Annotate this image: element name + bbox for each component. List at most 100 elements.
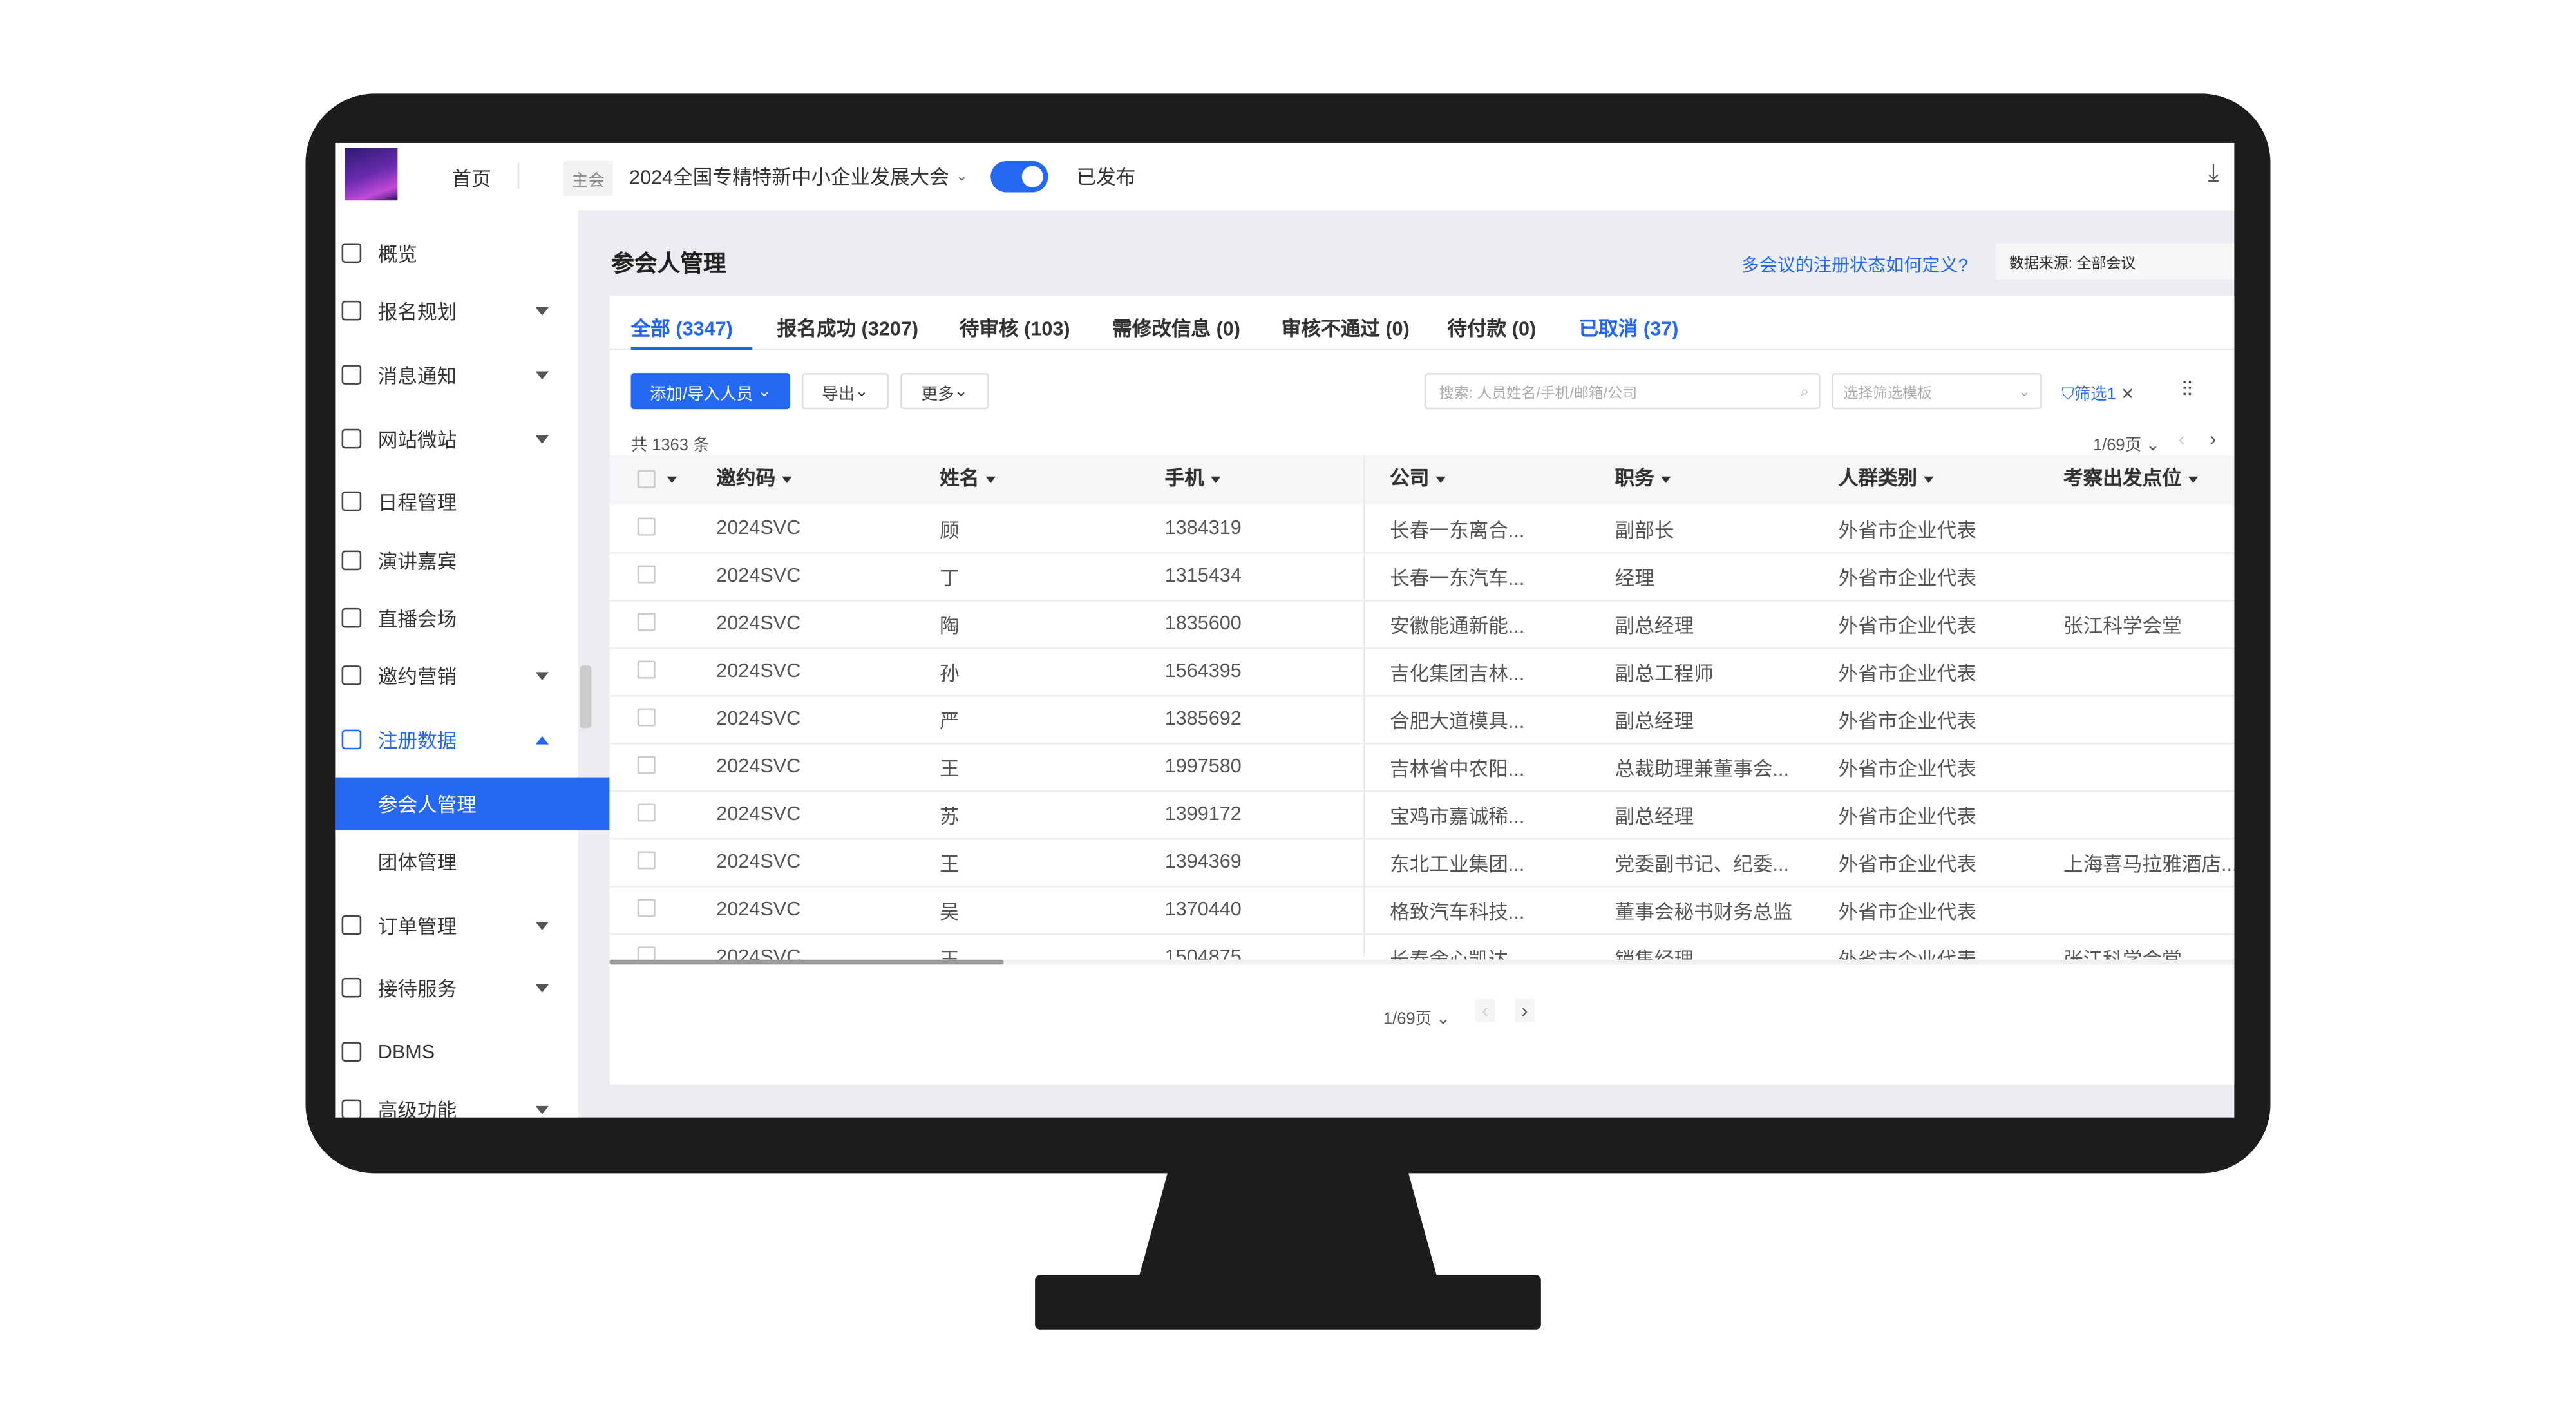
select-all-checkbox[interactable] [637,470,656,488]
table-cell: 1399172 [1164,801,1242,825]
table-cell: 2024SVC [716,611,801,635]
chevron-down-icon[interactable] [535,306,549,315]
horizontal-scrollbar[interactable] [609,959,2235,965]
sidebar-item[interactable]: DBMS [335,1027,578,1076]
row-checkbox[interactable] [637,899,656,917]
column-header[interactable]: 姓名 [940,463,996,491]
sidebar-item-label: 网站微站 [377,428,457,452]
sidebar-item[interactable]: 参会人管理 [335,777,621,830]
event-title-row: 2024全国专精特新中小企业发展大会 ⌄ 已发布 [629,143,1135,211]
table-cell: 外省市企业代表 [1838,567,1976,590]
table-cell: 王 [940,945,960,960]
export-button[interactable]: 导出 ⌄ [801,373,889,410]
page-select[interactable]: 1/69页 ⌄ [2092,437,2160,455]
tab[interactable]: 待审核 (103) [959,317,1070,341]
help-link[interactable]: 多会议的注册状态如何定义? [1741,256,1969,276]
footer-prev-page-icon[interactable]: ‹ [1475,999,1495,1022]
monitor-stand [1138,1170,1438,1279]
filter-button[interactable]: ⛉筛选1 ✕ [2061,386,2135,405]
row-checkbox[interactable] [637,708,656,727]
column-header[interactable]: 人群类别 [1839,463,1934,491]
column-header[interactable]: 公司 [1390,463,1446,491]
table-row[interactable]: 2024SVC 顾 1384319 长春一东离合... 副部长 外省市企业代表 [609,504,2235,554]
table-row[interactable]: 2024SVC 孙 1564395 吉化集团吉林... 副总工程师 外省市企业代表 [609,647,2235,697]
more-button[interactable]: 更多 ⌄ [900,373,989,410]
sidebar-item[interactable]: 团体管理 [335,836,621,886]
chevron-down-icon[interactable] [535,671,549,680]
prev-page-icon[interactable]: ‹ [2178,427,2185,450]
chevron-down-icon[interactable] [535,370,549,379]
chevron-down-icon[interactable] [535,983,549,992]
sidebar-item[interactable]: 接待服务 [335,963,578,1013]
sort-caret-icon [985,476,996,483]
table-cell: 孙 [940,662,960,685]
row-checkbox[interactable] [637,660,656,679]
sidebar-item[interactable]: 高级功能 [335,1085,578,1118]
footer-next-page-icon[interactable]: › [1515,999,1535,1022]
row-checkbox[interactable] [637,517,656,536]
tab[interactable]: 待付款 (0) [1447,317,1537,341]
data-source-select[interactable]: 数据来源: 全部会议 [1996,243,2235,280]
tab[interactable]: 审核不通过 (0) [1281,317,1410,341]
select-menu-icon[interactable] [667,476,677,483]
chevron-down-icon[interactable]: ⌄ [955,167,969,184]
row-checkbox[interactable] [637,565,656,584]
sidebar-item[interactable]: 注册数据 [335,715,578,765]
sidebar-item[interactable]: 报名规划 [335,286,578,336]
column-header[interactable]: 职务 [1615,463,1671,491]
next-page-icon[interactable]: › [2210,427,2217,450]
table-row[interactable]: 2024SVC 王 1504875 长春舍心凯达... 销售经理 外省市企业代表 张江科学会… [609,933,2234,960]
table-cell: 1394369 [1164,849,1242,873]
row-checkbox[interactable] [637,613,656,631]
event-selector[interactable]: 2024全国专精特新中小企业发展大会 [629,166,949,189]
row-checkbox[interactable] [637,851,656,870]
home-link[interactable]: 首页 [451,167,491,191]
sidebar-item[interactable]: 消息通知 [335,350,578,399]
event-logo[interactable] [345,148,398,201]
search-input[interactable]: 搜索: 人员姓名/手机/邮箱/公司 ⌕ [1424,373,1821,410]
table-row[interactable]: 2024SVC 吴 1370440 格致汽车科技... 董事会秘书财务总监 外省市企业代表 [609,886,2235,935]
sidebar-collapse-handle[interactable] [580,665,592,729]
row-checkbox[interactable] [637,946,656,960]
table-row[interactable]: 2024SVC 陶 1835600 安徽能通新能... 副总经理 外省市企业代表 张江科学会… [609,600,2235,649]
sidebar-item[interactable]: 直播会场 [335,593,578,643]
filter-template-select[interactable]: 选择筛选模板 ⌄ [1832,373,2042,410]
overview-icon [341,243,362,263]
tab[interactable]: 已取消 (37) [1578,317,1679,341]
data-source-label: 数据来源: [2009,254,2073,271]
chevron-up-icon[interactable] [535,735,549,744]
row-checkbox[interactable] [637,803,656,822]
publish-toggle[interactable] [990,160,1049,193]
download-icon[interactable]: ⤓ [2208,159,2219,187]
sidebar-item[interactable]: 网站微站 [335,414,578,464]
column-header[interactable]: 邀约码 [716,463,792,491]
table-cell: 外省市企业代表 [1838,710,1976,733]
sidebar-item[interactable]: 日程管理 [335,477,578,526]
table-cell: 格致汽车科技... [1390,900,1525,924]
search-icon: ⌕ [1800,382,1809,399]
chevron-down-icon[interactable] [535,434,549,443]
table-cell: 吉林省中农阳... [1390,758,1525,781]
table-row[interactable]: 2024SVC 严 1385692 合肥大道模具... 副总经理 外省市企业代表 [609,695,2235,745]
column-header[interactable]: 手机 [1165,463,1221,491]
tab[interactable]: 全部 (3347) [630,317,733,341]
table-row[interactable]: 2024SVC 王 1394369 东北工业集团... 党委副书记、纪委... 外省市企业… [609,838,2235,888]
footer-page-select[interactable]: 1/69页 ⌄ [1383,1010,1450,1029]
column-settings-icon[interactable]: ⫶⫶ [2181,376,2193,401]
sidebar-item[interactable]: 概览 [335,229,578,278]
sidebar-item[interactable]: 邀约营销 [335,651,578,700]
tab[interactable]: 需修改信息 (0) [1112,317,1241,341]
row-checkbox[interactable] [637,756,656,774]
sidebar-item[interactable]: 演讲嘉宾 [335,536,578,586]
chevron-down-icon[interactable] [535,1105,549,1114]
table-row[interactable]: 2024SVC 王 1997580 吉林省中农阳... 总裁助理兼董事会... 外省市企业… [609,743,2235,792]
scrollbar-thumb[interactable] [609,959,1004,965]
chevron-down-icon[interactable] [535,921,549,930]
sidebar-item[interactable]: 订单管理 [335,901,578,950]
add-import-button[interactable]: 添加/导入人员 ⌄ [630,373,791,410]
column-header[interactable]: 考察出发点位 [2063,463,2199,491]
table-row[interactable]: 2024SVC 苏 1399172 宝鸡市嘉诚稀... 副总经理 外省市企业代表 [609,790,2235,840]
tab[interactable]: 报名成功 (3207) [777,317,919,341]
table-row[interactable]: 2024SVC 丁 1315434 长春一东汽车... 经理 外省市企业代表 [609,552,2235,602]
table-cell: 董事会秘书财务总监 [1615,900,1793,924]
